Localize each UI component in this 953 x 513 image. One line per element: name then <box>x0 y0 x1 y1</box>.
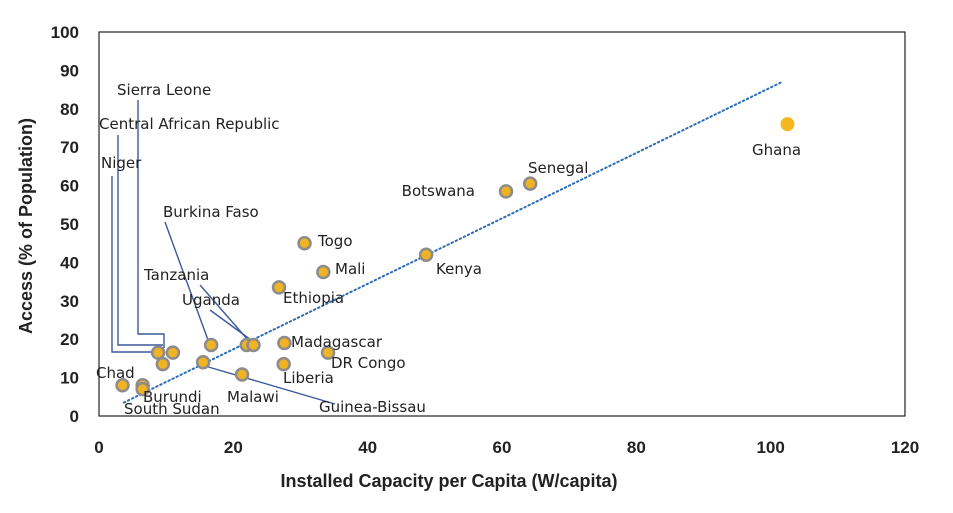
data-point <box>316 264 331 280</box>
leader-line <box>199 284 249 341</box>
leader-line <box>137 100 165 348</box>
x-axis-ticks: 0 20 40 60 80 100 120 <box>94 438 919 457</box>
x-tick-label: 100 <box>756 438 784 457</box>
data-label: Chad <box>96 364 135 382</box>
data-point <box>155 356 171 372</box>
y-tick-label: 70 <box>60 138 79 157</box>
data-point <box>165 345 181 360</box>
y-tick-label: 90 <box>60 61 79 80</box>
data-label: Burkina Faso <box>163 203 259 221</box>
data-label: Togo <box>317 232 353 250</box>
data-label: Senegal <box>528 159 588 177</box>
x-axis-title: Installed Capacity per Capita (W/capita) <box>280 471 617 491</box>
data-label: Burundi <box>143 388 202 406</box>
data-label: Madagascar <box>291 333 383 351</box>
data-point <box>522 176 538 191</box>
data-point <box>234 367 250 382</box>
y-tick-label: 0 <box>70 407 79 426</box>
data-point <box>276 356 291 372</box>
data-label: Niger <box>101 154 142 172</box>
y-axis-ticks: 0 10 20 30 40 50 60 70 80 90 100 <box>51 23 79 426</box>
data-point <box>246 337 261 353</box>
data-label: Guinea-Bissau <box>319 398 426 416</box>
data-label: Botswana <box>402 182 475 200</box>
data-points <box>115 117 795 397</box>
data-label: South Sudan <box>124 400 220 418</box>
data-point <box>297 235 312 251</box>
data-point <box>203 337 219 353</box>
y-tick-label: 100 <box>51 23 79 42</box>
leader-line <box>164 221 209 341</box>
data-point <box>780 117 795 132</box>
leader-line <box>209 309 252 341</box>
data-point <box>498 184 514 199</box>
y-tick-label: 20 <box>60 330 79 349</box>
y-tick-label: 30 <box>60 292 79 311</box>
y-axis-title: Access (% of Population) <box>16 118 36 334</box>
data-point <box>195 354 211 370</box>
leader-line <box>111 176 158 353</box>
data-point <box>277 335 292 351</box>
data-label: Malawi <box>227 388 279 406</box>
trendline <box>122 80 784 404</box>
x-tick-label: 20 <box>224 438 243 457</box>
x-tick-label: 40 <box>358 438 377 457</box>
data-label: Sierra Leone <box>117 81 211 99</box>
data-point <box>418 247 434 262</box>
plot-area <box>98 31 906 417</box>
leader-lines <box>111 100 336 405</box>
y-tick-label: 50 <box>60 215 79 234</box>
x-tick-label: 120 <box>891 438 919 457</box>
data-label: Central African Republic <box>99 115 280 133</box>
data-label: Liberia <box>283 369 334 387</box>
data-point <box>271 280 287 295</box>
data-label: DR Congo <box>331 354 406 372</box>
data-label: Kenya <box>436 260 482 278</box>
data-point <box>320 345 336 360</box>
y-tick-label: 40 <box>60 253 79 272</box>
data-point <box>135 381 150 397</box>
y-tick-label: 80 <box>60 100 79 119</box>
data-label: Ethiopia <box>283 289 344 307</box>
x-tick-label: 80 <box>627 438 646 457</box>
data-label: Tanzania <box>143 266 209 284</box>
y-tick-label: 10 <box>60 369 79 388</box>
x-tick-label: 0 <box>94 438 103 457</box>
data-point <box>115 378 130 393</box>
data-label: Ghana <box>752 141 801 159</box>
leader-line <box>117 135 163 346</box>
x-tick-label: 60 <box>493 438 512 457</box>
leader-line <box>204 365 336 405</box>
data-label: Uganda <box>182 291 240 309</box>
y-tick-label: 60 <box>60 177 79 196</box>
data-point <box>150 345 166 360</box>
data-label: Mali <box>335 260 365 278</box>
